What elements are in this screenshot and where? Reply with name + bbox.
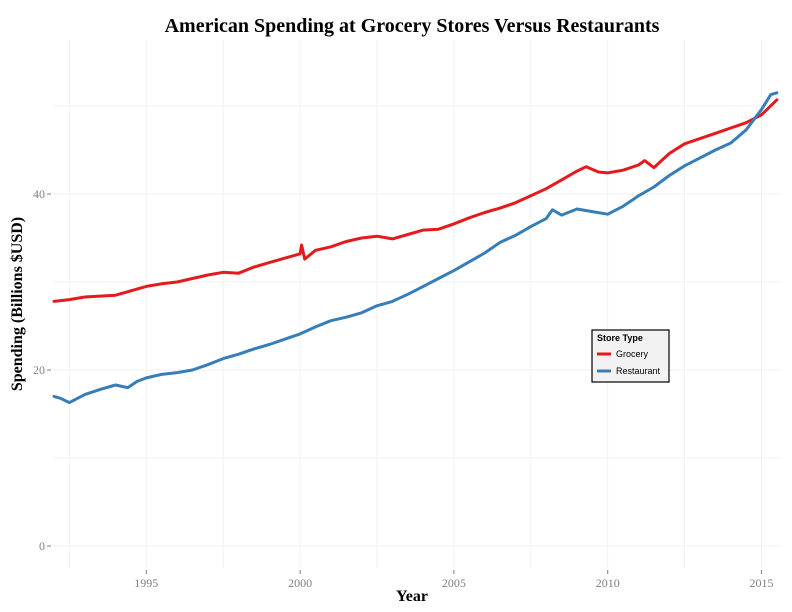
x-axis-title: Year: [396, 588, 428, 605]
legend-title: Store Type: [597, 333, 643, 343]
x-tick-label: 2015: [750, 576, 774, 590]
x-tick-label: 2005: [442, 576, 466, 590]
y-tick-label: 0: [39, 539, 45, 553]
y-tick-label: 40: [33, 187, 45, 201]
y-tick-label: 20: [33, 363, 45, 377]
series-line-grocery: [52, 98, 779, 303]
series-lines: [52, 91, 779, 405]
series-line-restaurant: [52, 91, 779, 405]
x-tick-label: 1995: [134, 576, 158, 590]
grid: [54, 40, 780, 568]
x-tick-label: 2000: [288, 576, 312, 590]
x-tick-label: 2010: [596, 576, 620, 590]
legend: Store Type Grocery Restaurant: [591, 329, 670, 383]
chart-title: American Spending at Grocery Stores Vers…: [165, 15, 660, 37]
legend-box: [591, 329, 670, 383]
plot-background: [54, 40, 780, 568]
x-axis: 1995 2000 2005 2010 2015: [134, 570, 774, 590]
y-axis: 0 20 40: [33, 187, 51, 553]
legend-label-grocery: Grocery: [616, 349, 649, 359]
y-axis-title: Spending (Billions $USD): [9, 217, 26, 391]
legend-label-restaurant: Restaurant: [616, 366, 661, 376]
